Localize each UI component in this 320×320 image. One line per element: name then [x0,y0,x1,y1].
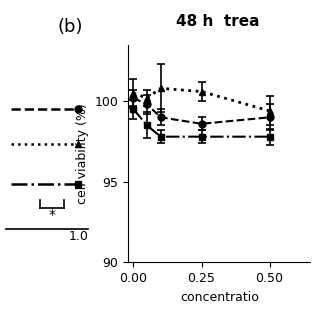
Text: (b): (b) [58,18,83,36]
Text: *: * [49,208,55,222]
Text: 1.0: 1.0 [68,230,88,243]
X-axis label: concentratio: concentratio [180,291,259,304]
Y-axis label: cell viability (%): cell viability (%) [76,103,89,204]
Text: 48 h  trea: 48 h trea [176,13,260,28]
